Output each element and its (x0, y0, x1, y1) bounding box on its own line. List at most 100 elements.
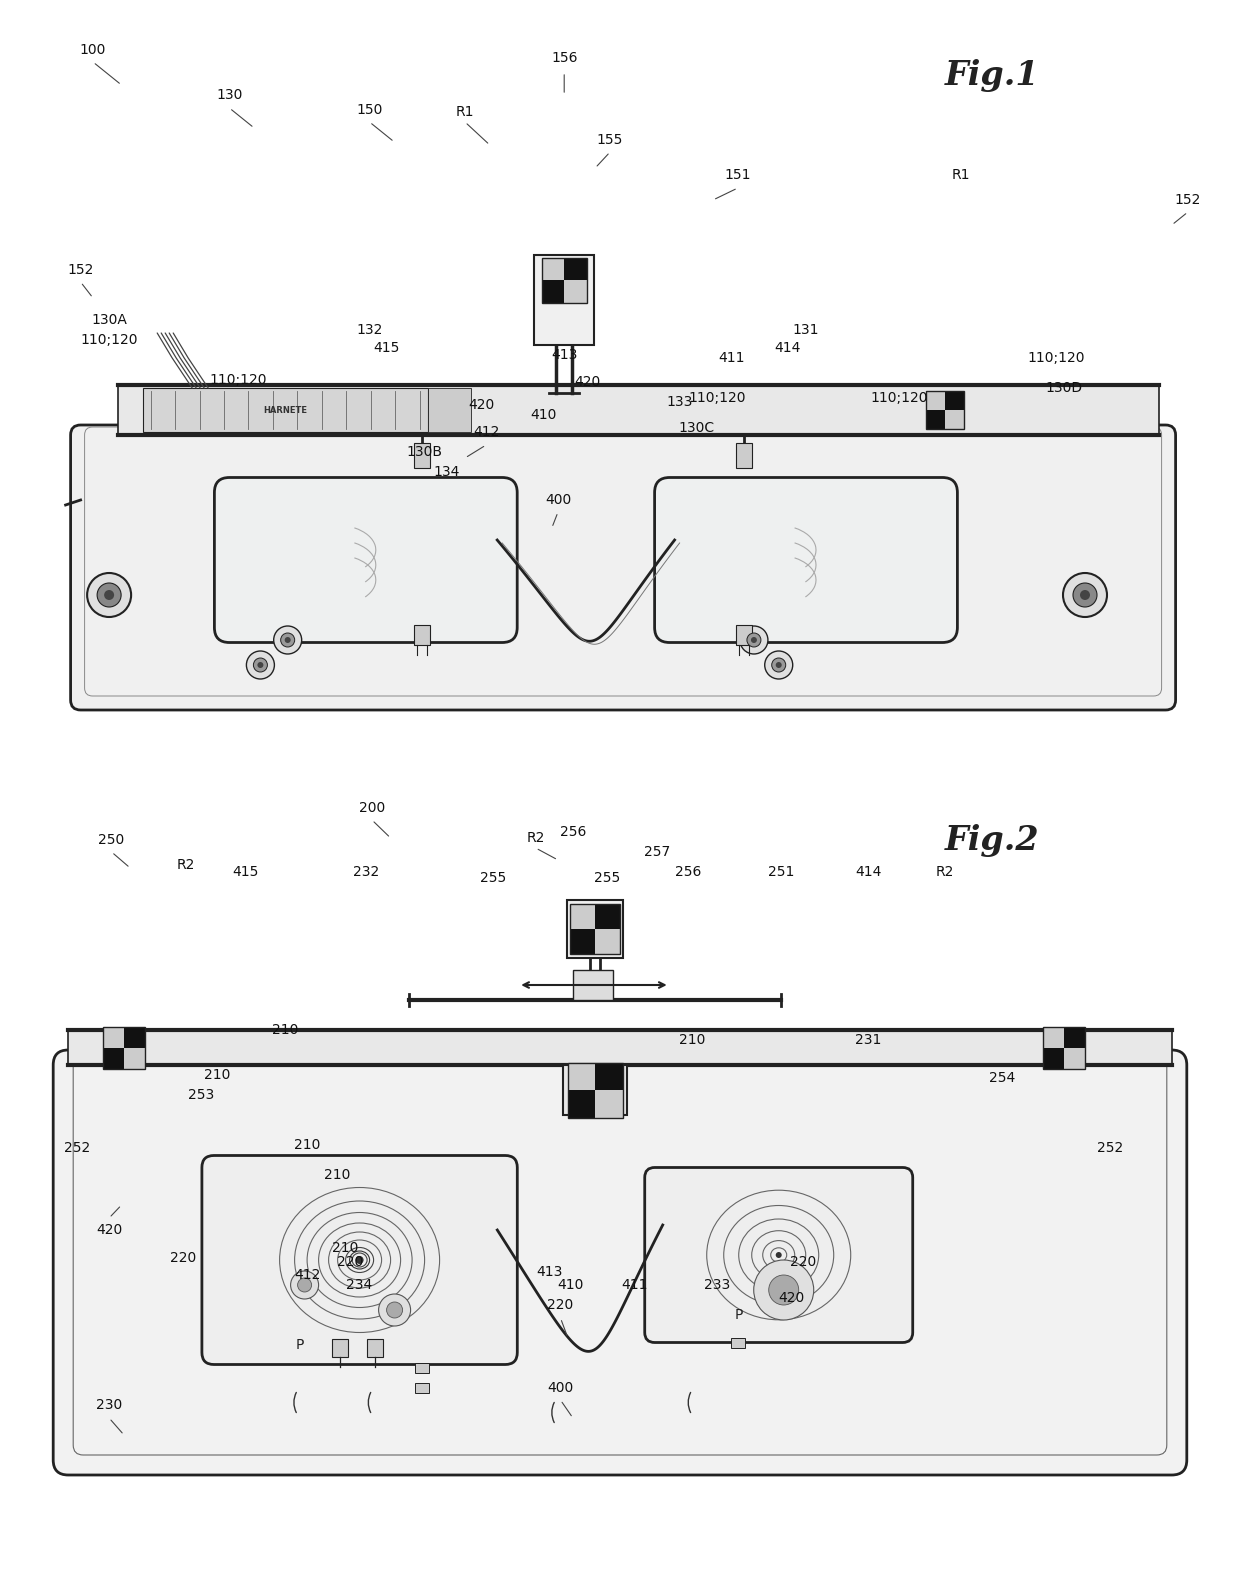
Text: 155: 155 (596, 134, 624, 148)
Text: 210: 210 (678, 1034, 706, 1046)
FancyBboxPatch shape (71, 426, 1176, 710)
Text: 412: 412 (472, 426, 500, 438)
Text: 250: 250 (98, 833, 125, 847)
Text: R1: R1 (952, 168, 970, 182)
Text: 252: 252 (63, 1141, 91, 1155)
Text: 410: 410 (529, 408, 557, 423)
Text: 130A: 130A (92, 313, 126, 327)
Text: 420: 420 (777, 1291, 805, 1306)
Bar (124, 1026, 145, 1048)
Circle shape (87, 573, 131, 617)
Circle shape (1080, 591, 1090, 600)
Text: 151: 151 (724, 168, 751, 182)
Text: 100: 100 (79, 42, 107, 57)
Text: 411: 411 (718, 350, 745, 364)
Circle shape (253, 658, 268, 672)
Bar (595, 928, 620, 954)
Bar (124, 1048, 145, 1068)
Bar (573, 969, 613, 1001)
Text: 210: 210 (294, 1137, 321, 1152)
Bar (730, 1338, 745, 1348)
Text: 210: 210 (331, 1241, 358, 1255)
Circle shape (746, 633, 761, 647)
Text: 220: 220 (790, 1255, 817, 1269)
Bar (737, 443, 751, 468)
Bar (103, 1026, 124, 1048)
Text: 257: 257 (644, 845, 671, 859)
Circle shape (285, 636, 290, 643)
Bar (414, 443, 429, 468)
Circle shape (274, 625, 301, 654)
FancyBboxPatch shape (645, 1167, 913, 1343)
Text: 210: 210 (324, 1167, 351, 1181)
Bar (567, 900, 624, 958)
Text: 415: 415 (232, 866, 259, 880)
Circle shape (97, 583, 122, 606)
Text: 412: 412 (294, 1268, 321, 1282)
Text: Fig.1: Fig.1 (945, 58, 1039, 91)
Text: 420: 420 (95, 1222, 123, 1236)
Bar (534, 255, 594, 346)
Bar (595, 1090, 622, 1117)
Circle shape (1063, 573, 1107, 617)
Bar (143, 388, 428, 432)
Bar (542, 280, 564, 303)
Bar (1043, 1026, 1085, 1068)
Text: 251: 251 (768, 866, 795, 880)
Text: 400: 400 (547, 1381, 574, 1395)
Bar (68, 1031, 1172, 1065)
Text: 110;120: 110;120 (1028, 350, 1085, 364)
Text: R2: R2 (177, 858, 195, 872)
Circle shape (258, 661, 263, 668)
Bar (737, 625, 751, 646)
Text: 252: 252 (1096, 1141, 1123, 1155)
Bar (563, 1065, 627, 1115)
Text: 234: 234 (346, 1277, 373, 1291)
Text: 110;120: 110;120 (870, 391, 928, 405)
Circle shape (280, 633, 295, 647)
FancyBboxPatch shape (215, 478, 517, 643)
Text: 220: 220 (547, 1298, 574, 1312)
Text: 210: 210 (272, 1023, 299, 1037)
Text: 253: 253 (187, 1089, 215, 1101)
Text: 110;120: 110;120 (81, 333, 138, 347)
Text: 152: 152 (1174, 193, 1202, 207)
Text: 230: 230 (95, 1398, 123, 1412)
Text: 210: 210 (203, 1068, 231, 1082)
Bar (568, 1062, 595, 1090)
Text: HARNETE: HARNETE (263, 405, 308, 415)
Text: 134: 134 (433, 465, 460, 479)
Bar (542, 258, 587, 303)
Text: 220: 220 (170, 1251, 197, 1265)
Text: 220: 220 (336, 1255, 363, 1269)
Text: 400: 400 (544, 493, 572, 507)
Text: 110;120: 110;120 (688, 391, 745, 405)
Bar (570, 903, 620, 954)
Bar (1043, 1048, 1064, 1068)
Circle shape (740, 625, 768, 654)
Text: 420: 420 (574, 375, 601, 390)
Bar (926, 391, 963, 429)
FancyBboxPatch shape (202, 1156, 517, 1365)
Text: 254: 254 (988, 1071, 1016, 1086)
Bar (1043, 1026, 1064, 1048)
Text: 420: 420 (467, 397, 495, 412)
Bar (595, 1062, 622, 1090)
Bar (945, 391, 963, 410)
Bar (367, 1338, 383, 1357)
Circle shape (776, 661, 781, 668)
Circle shape (769, 1276, 799, 1306)
Text: 130C: 130C (678, 421, 715, 435)
Bar (570, 928, 595, 954)
Text: 150: 150 (356, 104, 383, 116)
Text: 256: 256 (675, 866, 702, 880)
Bar (564, 280, 587, 303)
Bar (568, 1090, 595, 1117)
Text: 414: 414 (774, 341, 801, 355)
Bar (542, 258, 564, 280)
Circle shape (776, 1252, 781, 1258)
Text: 232: 232 (352, 866, 379, 880)
Bar (564, 258, 587, 280)
Text: 133: 133 (666, 394, 693, 408)
Bar (103, 1048, 124, 1068)
